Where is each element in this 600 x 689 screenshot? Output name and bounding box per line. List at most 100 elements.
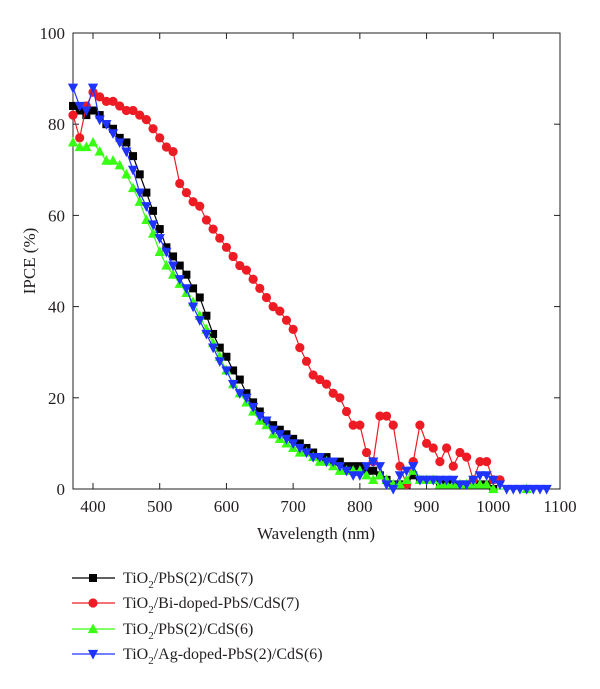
data-point xyxy=(167,261,179,272)
data-point xyxy=(428,443,438,453)
data-point xyxy=(129,152,138,161)
legend-marker xyxy=(87,623,99,634)
data-point xyxy=(74,141,85,152)
data-point xyxy=(94,145,105,156)
data-point xyxy=(155,133,165,143)
data-point xyxy=(368,457,379,468)
data-point xyxy=(195,293,204,302)
legend: TiO2/PbS(2)/CdS(7)TiO2/Bi-doped-PbS/CdS(… xyxy=(72,570,323,667)
data-point xyxy=(374,469,385,480)
data-point xyxy=(481,471,492,481)
data-point xyxy=(441,443,452,453)
legend-label-subscript: 2 xyxy=(148,579,154,591)
data-point xyxy=(67,83,79,94)
data-point xyxy=(201,215,212,225)
data-point xyxy=(348,420,358,430)
data-point xyxy=(228,380,239,390)
y-tick-label: 100 xyxy=(40,24,66,43)
axes: 400 500 600 700 800 900 1000 1100 0 20 40 60 80 100 xyxy=(40,24,577,516)
data-point xyxy=(94,115,105,126)
data-point xyxy=(374,462,385,472)
data-point xyxy=(294,443,305,454)
data-point xyxy=(101,120,112,130)
data-point xyxy=(147,220,159,231)
data-point xyxy=(335,393,345,403)
data-point xyxy=(69,101,77,110)
data-point xyxy=(175,178,185,189)
data-point xyxy=(421,475,432,486)
data-point xyxy=(482,457,492,467)
data-point xyxy=(161,247,172,258)
data-point xyxy=(269,421,278,430)
x-tick-label: 900 xyxy=(414,497,440,516)
data-point xyxy=(534,484,546,495)
x-tick-label: 800 xyxy=(347,497,373,516)
data-point xyxy=(461,480,472,491)
data-point xyxy=(415,420,425,430)
data-point xyxy=(268,302,278,312)
data-point xyxy=(162,243,171,252)
data-point xyxy=(207,343,219,354)
data-point xyxy=(341,466,352,477)
y-tick-label: 40 xyxy=(48,298,65,317)
data-point xyxy=(121,147,132,158)
data-point xyxy=(301,356,312,366)
data-point xyxy=(401,474,412,484)
data-point xyxy=(354,471,365,481)
data-point xyxy=(369,466,378,475)
data-point xyxy=(474,471,486,481)
data-point xyxy=(368,474,379,484)
data-point xyxy=(135,170,144,179)
legend-entry: TiO2/Ag-doped-PbS(2)/CdS(6) xyxy=(72,646,323,667)
legend-label-part: /Ag-doped-PbS(2)/CdS(6) xyxy=(154,646,323,663)
legend-label: TiO2/PbS(2)/CdS(6) xyxy=(123,621,253,642)
data-point xyxy=(229,366,238,375)
data-point xyxy=(181,284,192,294)
legend-label-part: /PbS(2)/CdS(6) xyxy=(154,621,254,638)
data-point xyxy=(281,434,292,445)
data-point xyxy=(209,329,218,338)
data-point xyxy=(474,478,486,489)
data-point xyxy=(301,448,312,459)
data-point xyxy=(221,366,232,377)
data-point xyxy=(68,110,78,120)
y-tick-label: 0 xyxy=(57,480,66,499)
data-point xyxy=(101,155,112,165)
data-point xyxy=(394,471,405,481)
data-point xyxy=(528,484,539,495)
data-point xyxy=(215,233,225,243)
data-point xyxy=(395,461,405,471)
data-point xyxy=(188,197,198,207)
legend-marker xyxy=(88,598,98,608)
data-point xyxy=(441,475,452,486)
data-point xyxy=(141,202,152,212)
data-point xyxy=(168,146,178,157)
plot-frame xyxy=(72,32,561,490)
data-point xyxy=(448,461,458,471)
data-point xyxy=(67,136,79,147)
data-point xyxy=(295,343,305,353)
data-point xyxy=(109,124,118,133)
legend-label: TiO2/Ag-doped-PbS(2)/CdS(6) xyxy=(123,646,323,667)
x-axis-title: Wavelength (nm) xyxy=(257,524,375,543)
data-point xyxy=(214,357,225,367)
data-point xyxy=(169,252,178,261)
data-point xyxy=(361,447,372,458)
legend-label-subscript: 2 xyxy=(148,630,154,642)
legend-label: TiO2/PbS(2)/CdS(7) xyxy=(123,570,253,591)
data-point xyxy=(434,475,446,486)
data-point xyxy=(328,388,338,398)
data-point xyxy=(74,101,85,112)
data-point xyxy=(149,206,158,215)
data-point xyxy=(355,420,365,430)
data-point xyxy=(114,159,125,170)
data-point xyxy=(274,430,285,440)
data-point xyxy=(155,225,164,234)
data-point xyxy=(248,402,259,413)
data-point xyxy=(255,283,265,293)
data-point xyxy=(121,105,131,116)
data-point xyxy=(261,292,272,303)
data-point xyxy=(401,466,412,477)
data-point xyxy=(328,457,339,468)
